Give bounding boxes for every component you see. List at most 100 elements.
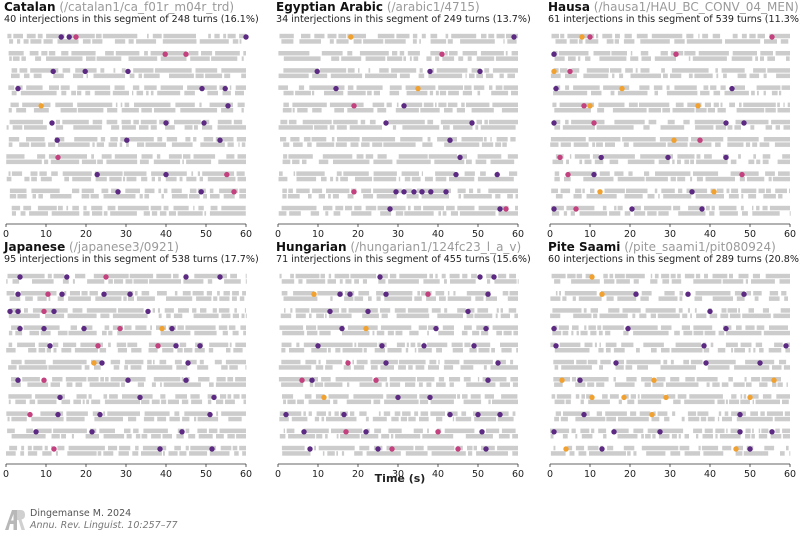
turn-bar bbox=[781, 291, 787, 296]
turn-bar bbox=[564, 291, 597, 296]
turn-bar bbox=[452, 416, 455, 422]
turn-bar bbox=[602, 154, 635, 159]
turn-bar bbox=[636, 33, 648, 39]
turn-bar bbox=[734, 85, 745, 90]
turn-bar bbox=[444, 308, 448, 313]
turn-bar bbox=[727, 137, 759, 142]
turn-bar bbox=[157, 291, 167, 296]
turn-bar bbox=[184, 90, 195, 96]
turn-bar bbox=[719, 211, 738, 216]
turn-bar bbox=[696, 176, 703, 182]
turn-bar bbox=[77, 102, 113, 108]
turn-bar bbox=[22, 102, 41, 108]
turn-bar bbox=[226, 348, 231, 353]
turn-bar bbox=[12, 125, 23, 130]
interjection-point bbox=[377, 274, 383, 280]
turn-bar bbox=[626, 377, 637, 382]
turn-bar bbox=[347, 194, 354, 199]
turn-bar bbox=[64, 291, 67, 296]
turn-bar bbox=[675, 342, 702, 348]
turn-bar bbox=[227, 142, 234, 147]
turn-bar bbox=[95, 296, 122, 301]
turn-bar bbox=[378, 411, 381, 416]
turn-bar bbox=[701, 445, 719, 451]
turn-bar bbox=[476, 451, 508, 456]
turn-bar bbox=[135, 325, 147, 330]
turn-bar bbox=[124, 359, 144, 365]
turn-bar bbox=[782, 428, 790, 434]
turn-bar bbox=[340, 176, 348, 182]
turn-bar bbox=[340, 434, 360, 439]
turn-bar bbox=[61, 434, 66, 439]
turn-bar bbox=[477, 188, 481, 194]
interjection-point bbox=[591, 171, 597, 178]
turn-bar bbox=[639, 102, 670, 108]
turn-bar bbox=[627, 325, 658, 330]
turn-bar bbox=[751, 90, 755, 96]
turn-bar bbox=[594, 342, 597, 348]
language-name: Japanese bbox=[4, 240, 66, 254]
turn-bar bbox=[745, 434, 751, 439]
turn-bar bbox=[119, 142, 123, 147]
turn-bar bbox=[81, 188, 94, 194]
turn-bar bbox=[731, 188, 739, 194]
turn-bar bbox=[141, 291, 150, 296]
turn-bar bbox=[449, 273, 460, 279]
turn-bar bbox=[658, 296, 678, 301]
turn-bar bbox=[779, 90, 782, 96]
turn-bar bbox=[702, 434, 713, 439]
turn-bar bbox=[368, 68, 371, 73]
turn-bar bbox=[306, 325, 317, 330]
turn-bar bbox=[178, 308, 189, 313]
turn-bar bbox=[623, 142, 629, 147]
turn-bar bbox=[37, 205, 57, 211]
interjection-point bbox=[222, 85, 228, 92]
turn-bar bbox=[120, 102, 123, 108]
turn-bar bbox=[57, 296, 64, 301]
turn-bar bbox=[281, 359, 301, 365]
turn-bar bbox=[50, 194, 72, 199]
turn-bar bbox=[9, 194, 17, 199]
turn-bar bbox=[243, 51, 246, 56]
turn-bar bbox=[710, 85, 717, 90]
turn-bar bbox=[552, 159, 564, 165]
turn-bar bbox=[143, 73, 160, 79]
panel-title: Pite Saami (/pite_saami1/pit080924) bbox=[548, 240, 776, 254]
turn-bar bbox=[348, 308, 378, 313]
turn-bar bbox=[652, 382, 664, 387]
interjection-point bbox=[673, 51, 679, 57]
turn-bar bbox=[615, 359, 624, 365]
turn-bar bbox=[117, 348, 127, 353]
turn-bar bbox=[436, 68, 468, 73]
turn-bar bbox=[391, 416, 399, 422]
turn-bar bbox=[232, 330, 239, 336]
interjection-point bbox=[629, 206, 635, 212]
turn-bar bbox=[431, 68, 435, 73]
turn-bar bbox=[399, 51, 405, 56]
turn-bar bbox=[732, 51, 757, 56]
turn-bar bbox=[160, 85, 183, 90]
turn-bar bbox=[150, 125, 157, 130]
turn-bar bbox=[596, 125, 634, 130]
turn-bar bbox=[771, 119, 790, 125]
turn-bar bbox=[684, 399, 715, 405]
turn-bar bbox=[442, 211, 447, 216]
turn-bar bbox=[681, 416, 685, 422]
turn-bar bbox=[612, 108, 647, 113]
turn-bar bbox=[750, 125, 755, 130]
turn-bar bbox=[567, 445, 573, 451]
turn-bar bbox=[11, 68, 18, 73]
interjection-point bbox=[771, 377, 777, 383]
turn-bar bbox=[11, 73, 20, 79]
turn-bar bbox=[308, 194, 312, 199]
turn-bar bbox=[342, 348, 363, 353]
turn-bar bbox=[471, 68, 481, 73]
turn-bar bbox=[175, 102, 195, 108]
turn-bar bbox=[328, 411, 332, 416]
turn-bar bbox=[40, 411, 64, 416]
turn-bar bbox=[603, 273, 608, 279]
turn-bar bbox=[466, 159, 472, 165]
turn-bar bbox=[650, 313, 656, 319]
turn-bar bbox=[62, 171, 92, 176]
turn-bar bbox=[67, 451, 97, 456]
